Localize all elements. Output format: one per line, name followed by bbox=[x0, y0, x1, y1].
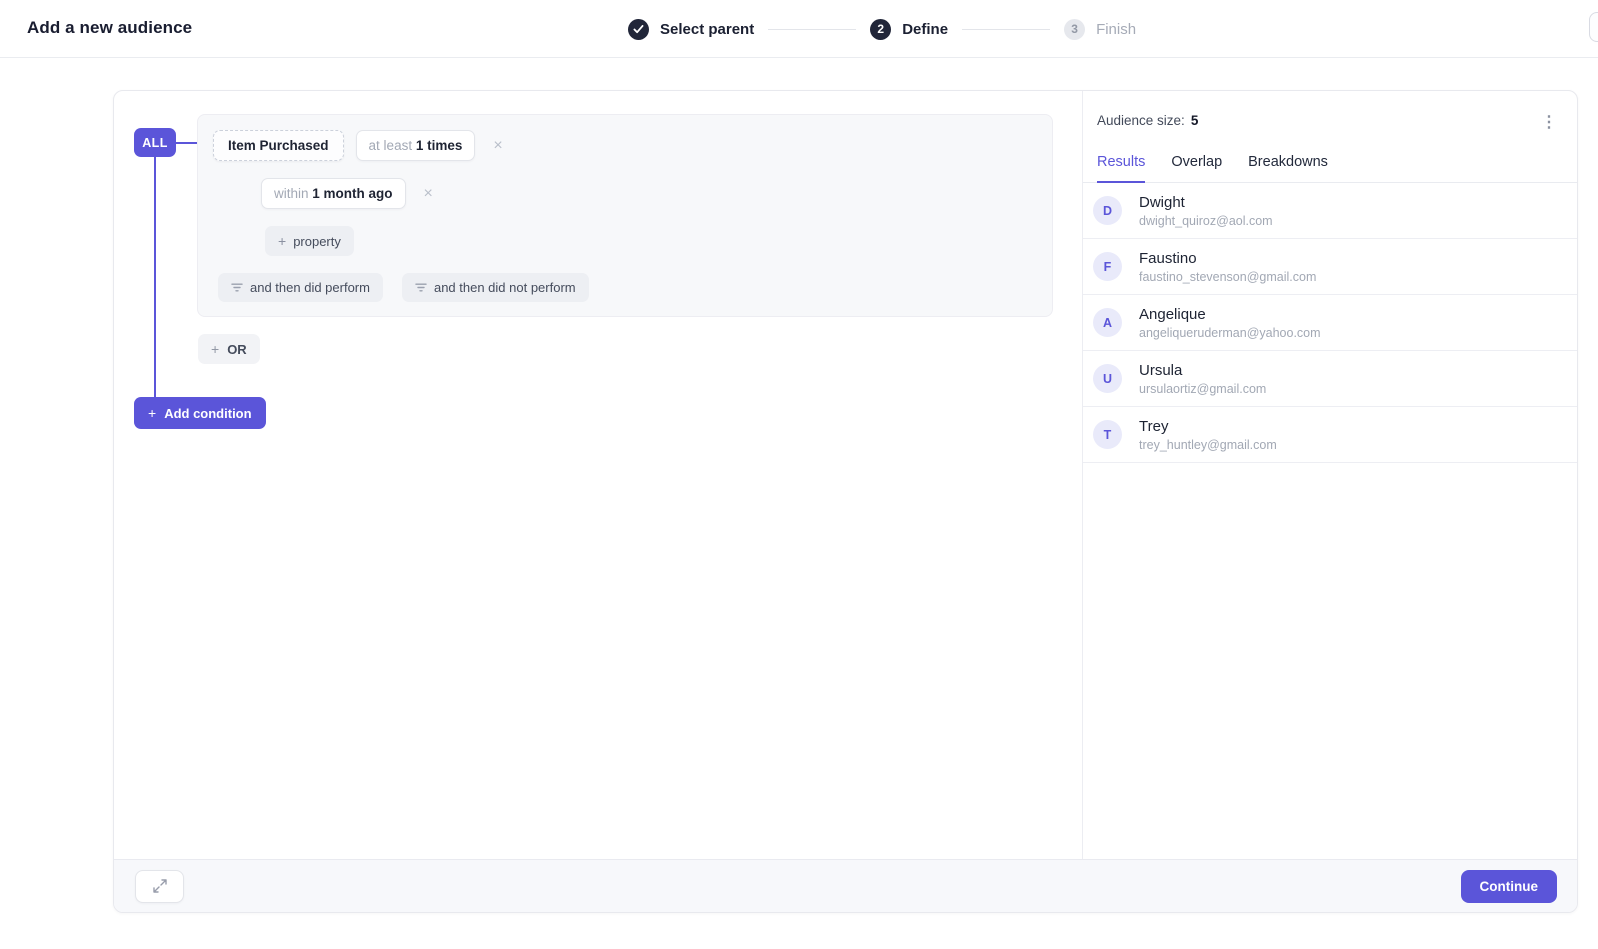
step-connector bbox=[768, 28, 857, 30]
step-finish: 3 Finish bbox=[1064, 18, 1137, 40]
wizard-stepper: Select parent 2 Define 3 Finish bbox=[628, 0, 1136, 58]
frequency-chip[interactable]: at least 1 times bbox=[355, 130, 476, 161]
close-icon[interactable]: × bbox=[423, 184, 433, 202]
event-row: Item Purchased at least 1 times × bbox=[213, 130, 1037, 161]
window-prefix: within bbox=[274, 186, 309, 201]
add-property-button[interactable]: + property bbox=[265, 226, 354, 256]
frequency-prefix: at least bbox=[368, 138, 413, 153]
user-row[interactable]: F Faustino faustino_stevenson@gmail.com bbox=[1083, 239, 1577, 295]
user-row[interactable]: T Trey trey_huntley@gmail.com bbox=[1083, 407, 1577, 463]
time-window-chip[interactable]: within 1 month ago bbox=[261, 178, 406, 209]
audience-size-label: Audience size: bbox=[1097, 113, 1185, 128]
user-email: faustino_stevenson@gmail.com bbox=[1139, 269, 1317, 284]
sidebar-header: Audience size: 5 ⋮ bbox=[1083, 91, 1577, 133]
window-value: 1 month ago bbox=[312, 186, 393, 201]
user-name: Dwight bbox=[1139, 193, 1185, 211]
add-or-button[interactable]: + OR bbox=[198, 334, 260, 364]
tab-results[interactable]: Results bbox=[1097, 154, 1146, 183]
results-sidebar: Audience size: 5 ⋮ Results Overlap Breakd… bbox=[1082, 91, 1577, 859]
add-condition-label: Add condition bbox=[164, 405, 252, 421]
then-did-not-perform-button[interactable]: and then did not perform bbox=[401, 273, 589, 302]
group-operator-badge[interactable]: ALL bbox=[134, 128, 176, 157]
sequence-row: and then did perform and then did not pe… bbox=[218, 273, 1037, 302]
plus-icon: + bbox=[211, 341, 220, 357]
event-chip[interactable]: Item Purchased bbox=[213, 130, 344, 161]
user-row[interactable]: U Ursula ursulaortiz@gmail.com bbox=[1083, 351, 1577, 407]
then-did-not-perform-label: and then did not perform bbox=[433, 280, 576, 295]
filter-lines-icon bbox=[231, 283, 243, 292]
check-icon bbox=[628, 18, 649, 40]
user-email: angeliqueruderman@yahoo.com bbox=[1139, 325, 1321, 340]
time-window-row: within 1 month ago × bbox=[261, 178, 1037, 209]
cropped-edge-button bbox=[1589, 12, 1598, 42]
step-define[interactable]: 2 Define bbox=[870, 18, 949, 40]
frequency-value: 1 times bbox=[415, 138, 463, 153]
plus-icon: + bbox=[278, 233, 287, 249]
avatar: T bbox=[1093, 420, 1122, 449]
add-property-label: property bbox=[293, 233, 341, 249]
then-did-perform-label: and then did perform bbox=[250, 280, 370, 295]
audience-size: Audience size: 5 bbox=[1097, 113, 1198, 128]
connector-line-vertical bbox=[154, 157, 156, 412]
user-name: Faustino bbox=[1139, 249, 1197, 267]
audience-size-value: 5 bbox=[1190, 113, 1199, 128]
user-email: dwight_quiroz@aol.com bbox=[1139, 213, 1273, 228]
step-label: Define bbox=[902, 20, 949, 38]
step-select-parent[interactable]: Select parent bbox=[628, 18, 755, 40]
top-bar: Add a new audience Select parent 2 Defin… bbox=[0, 0, 1598, 58]
results-user-list: D Dwight dwight_quiroz@aol.com F Faustino… bbox=[1083, 183, 1577, 859]
filter-lines-icon bbox=[415, 283, 427, 292]
avatar: D bbox=[1093, 196, 1122, 225]
user-email: ursulaortiz@gmail.com bbox=[1139, 381, 1267, 396]
kebab-menu-icon[interactable]: ⋮ bbox=[1537, 113, 1561, 133]
avatar: U bbox=[1093, 364, 1122, 393]
user-row[interactable]: D Dwight dwight_quiroz@aol.com bbox=[1083, 183, 1577, 239]
add-condition-button[interactable]: + Add condition bbox=[134, 397, 266, 429]
plus-icon: + bbox=[148, 405, 157, 421]
step-label: Finish bbox=[1096, 20, 1137, 38]
step-connector bbox=[962, 28, 1051, 30]
user-name: Angelique bbox=[1139, 305, 1206, 323]
avatar: F bbox=[1093, 252, 1122, 281]
user-email: trey_huntley@gmail.com bbox=[1139, 437, 1277, 452]
tab-overlap[interactable]: Overlap bbox=[1171, 154, 1223, 170]
tab-breakdowns[interactable]: Breakdowns bbox=[1248, 154, 1328, 170]
step-label: Select parent bbox=[660, 20, 755, 38]
or-label: OR bbox=[227, 341, 247, 357]
audience-builder-card: ALL Item Purchased at least 1 times × wi… bbox=[113, 90, 1578, 913]
connector-line-horizontal bbox=[176, 142, 197, 144]
user-name: Trey bbox=[1139, 417, 1169, 435]
user-row[interactable]: A Angelique angeliqueruderman@yahoo.com bbox=[1083, 295, 1577, 351]
card-footer: Continue bbox=[114, 859, 1577, 912]
step-number-badge: 3 bbox=[1064, 18, 1086, 40]
continue-button[interactable]: Continue bbox=[1460, 869, 1557, 903]
condition-canvas: ALL Item Purchased at least 1 times × wi… bbox=[114, 91, 1082, 859]
then-did-perform-button[interactable]: and then did perform bbox=[218, 273, 383, 302]
avatar: A bbox=[1093, 308, 1122, 337]
step-number-badge: 2 bbox=[870, 18, 892, 40]
property-row: + property bbox=[265, 226, 1037, 256]
expand-diagonal-icon bbox=[152, 879, 167, 893]
expand-button[interactable] bbox=[135, 869, 184, 903]
sidebar-tabs: Results Overlap Breakdowns bbox=[1083, 154, 1577, 183]
close-icon[interactable]: × bbox=[493, 136, 503, 154]
condition-group-panel: Item Purchased at least 1 times × within… bbox=[197, 114, 1053, 317]
user-name: Ursula bbox=[1139, 361, 1183, 379]
page-title: Add a new audience bbox=[27, 18, 193, 37]
